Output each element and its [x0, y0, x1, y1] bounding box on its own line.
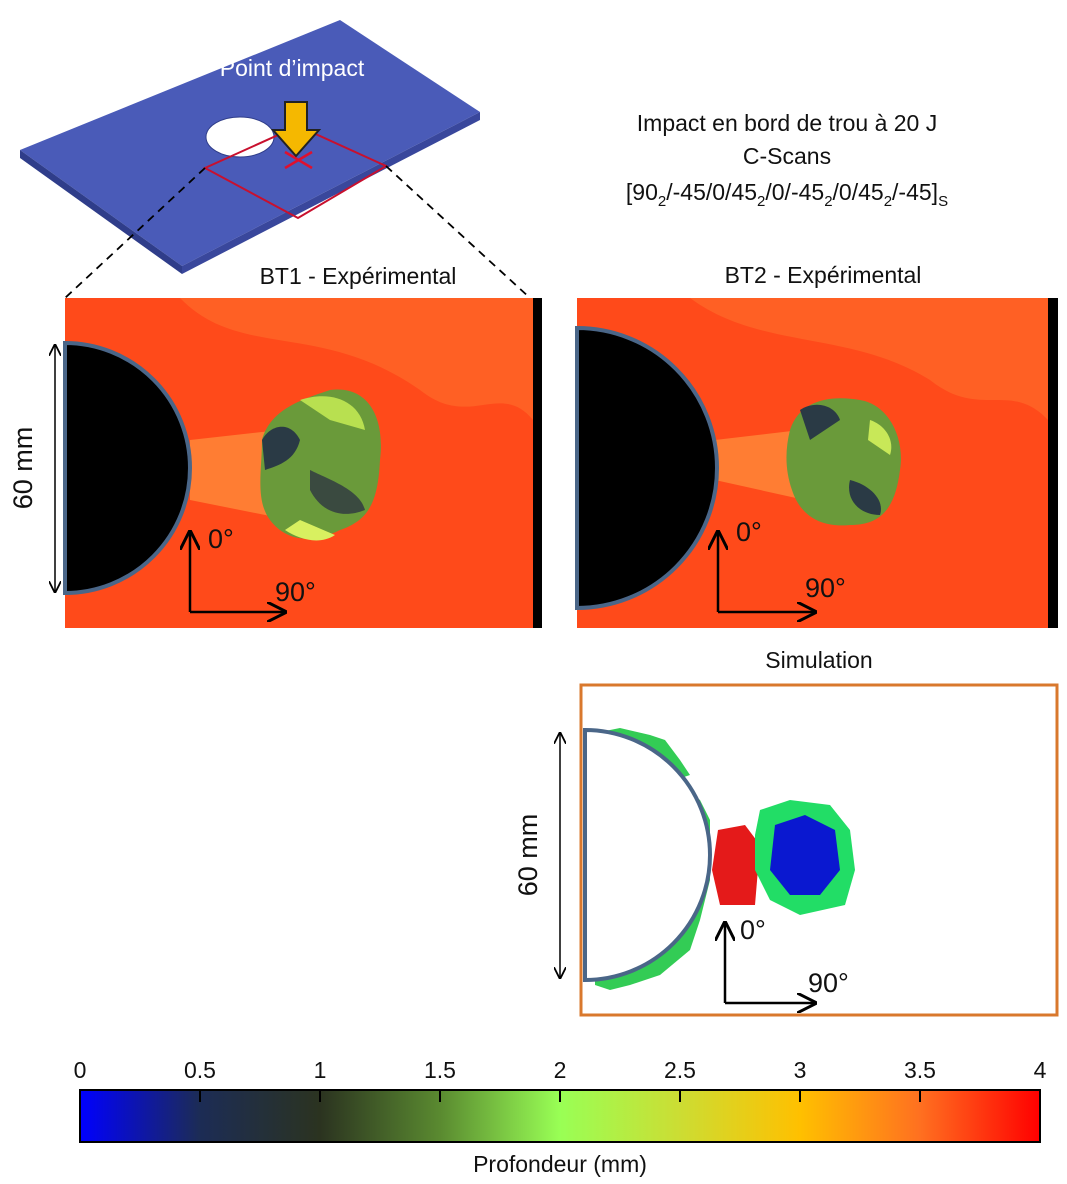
panel-label: BT2 - Expérimental	[725, 262, 922, 288]
colorbar-tick-label: 3	[794, 1057, 807, 1083]
layup-part: /0/45	[833, 179, 884, 205]
axis-label: 0°	[740, 915, 766, 945]
size-label: 60 mm	[8, 427, 38, 510]
subscript: 2	[658, 193, 666, 210]
subscript: S	[938, 193, 948, 210]
layup-part: /-45]	[892, 179, 938, 205]
cscan-bt1	[63, 298, 542, 628]
colorbar-tick-label: 4	[1034, 1057, 1047, 1083]
panel-label: BT1 - Expérimental	[260, 263, 457, 289]
colorbar-tick-label: 2.5	[664, 1057, 696, 1083]
layup-part: /0/-45	[765, 179, 824, 205]
subscript: 2	[824, 193, 832, 210]
simulation	[579, 683, 1059, 1017]
layup-part: /-45/0/45	[666, 179, 757, 205]
panel-label: Simulation	[765, 647, 872, 673]
plate-label: Point d’impact	[220, 55, 365, 81]
colorbar-tick-label: 0.5	[184, 1057, 216, 1083]
axis-label: 90°	[808, 968, 849, 998]
subscript: 2	[884, 193, 892, 210]
colorbar-tick-label: 0	[74, 1057, 87, 1083]
colorbar-tick-label: 1	[314, 1057, 327, 1083]
axes-bt2	[718, 532, 815, 612]
title: Impact en bord de trou à 20 J	[637, 110, 937, 136]
axis-label: 90°	[805, 573, 846, 603]
layup-part: [90	[626, 179, 658, 205]
plate	[20, 20, 531, 299]
axes-bt1	[55, 345, 285, 612]
layup: [902/-45/0/452/0/-452/0/452/-45]S	[626, 179, 948, 210]
colorbar-tick-label: 2	[554, 1057, 567, 1083]
axes-sim	[560, 733, 815, 1003]
axis-label: 0°	[208, 524, 234, 554]
cscan-bt2	[575, 298, 1058, 628]
subtitle: C-Scans	[743, 143, 831, 169]
size-label: 60 mm	[513, 814, 543, 897]
colorbar-tick-label: 3.5	[904, 1057, 936, 1083]
axis-label: 0°	[736, 517, 762, 547]
colorbar-tick-label: 1.5	[424, 1057, 456, 1083]
colorbar	[79, 1089, 1041, 1143]
axis-label: 90°	[275, 577, 316, 607]
subscript: 2	[757, 193, 765, 210]
colorbar-label: Profondeur (mm)	[473, 1151, 647, 1177]
